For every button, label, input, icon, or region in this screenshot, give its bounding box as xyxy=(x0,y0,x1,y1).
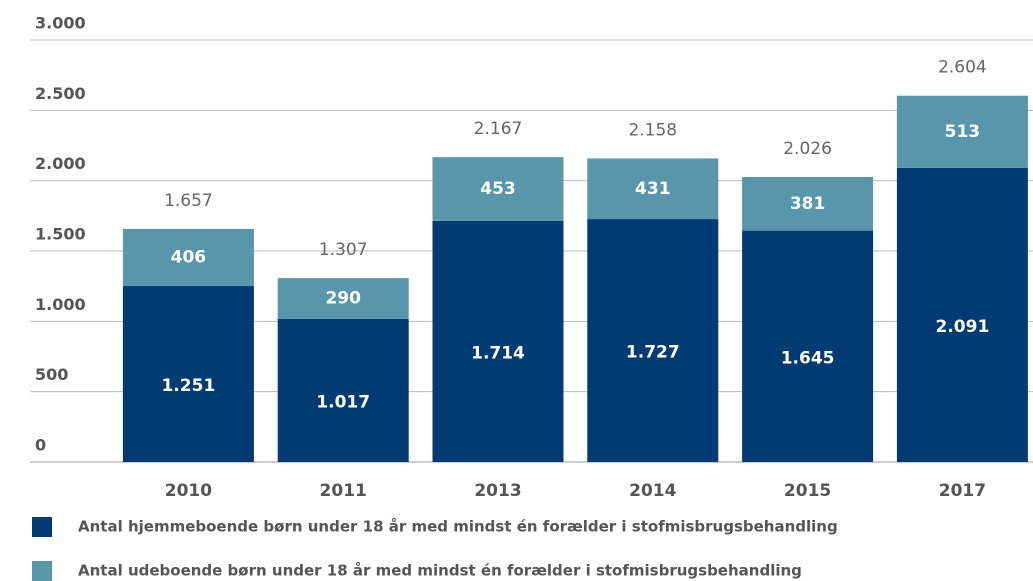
x-tick-label: 2013 xyxy=(474,481,521,501)
legend-swatch xyxy=(32,561,52,581)
legend-label: Antal hjemmeboende børn under 18 år med … xyxy=(78,518,838,536)
bar-segment xyxy=(432,220,564,462)
value-label: 406 xyxy=(171,247,207,267)
x-tick-label: 2010 xyxy=(165,481,212,501)
value-label: 290 xyxy=(325,289,361,309)
bar-segment xyxy=(122,286,254,462)
value-label: 1.645 xyxy=(781,348,835,368)
legend-swatch xyxy=(32,517,52,537)
value-label: 1.727 xyxy=(626,343,680,363)
total-label: 2.604 xyxy=(938,58,987,78)
y-tick-label: 2.000 xyxy=(35,154,86,173)
total-label: 1.307 xyxy=(319,240,368,260)
value-label: 513 xyxy=(945,122,981,142)
x-tick-label: 2014 xyxy=(629,481,676,501)
legend-label: Antal udeboende børn under 18 år med min… xyxy=(78,562,802,580)
value-label: 431 xyxy=(635,179,671,199)
bar-segment xyxy=(432,157,564,221)
total-label: 1.657 xyxy=(164,191,213,211)
bar-segment xyxy=(587,219,719,462)
y-tick-label: 3.000 xyxy=(35,14,86,33)
bar-segment xyxy=(896,167,1028,462)
total-label: 2.026 xyxy=(783,139,832,159)
bar-segment xyxy=(277,318,409,462)
value-label: 1.017 xyxy=(316,392,370,412)
bar-segment xyxy=(742,230,874,462)
y-tick-label: 500 xyxy=(35,365,68,384)
total-label: 2.158 xyxy=(628,120,677,140)
value-label: 381 xyxy=(790,194,826,214)
x-tick-label: 2011 xyxy=(320,481,367,501)
y-tick-label: 1.000 xyxy=(35,295,86,314)
y-tick-label: 2.500 xyxy=(35,84,86,103)
bar-segment xyxy=(277,278,409,319)
y-tick-label: 1.500 xyxy=(35,225,86,244)
bar-segment xyxy=(896,95,1028,168)
total-label: 2.167 xyxy=(474,119,523,139)
bar-segment xyxy=(742,177,874,231)
y-tick-label: 0 xyxy=(35,436,46,455)
bar-segment xyxy=(122,228,254,287)
bar-segment xyxy=(587,158,719,220)
value-label: 1.251 xyxy=(162,376,216,396)
value-label: 453 xyxy=(480,179,516,199)
value-label: 1.714 xyxy=(471,343,525,363)
x-tick-label: 2015 xyxy=(784,481,831,501)
x-tick-label: 2017 xyxy=(939,481,986,501)
value-label: 2.091 xyxy=(936,317,990,337)
